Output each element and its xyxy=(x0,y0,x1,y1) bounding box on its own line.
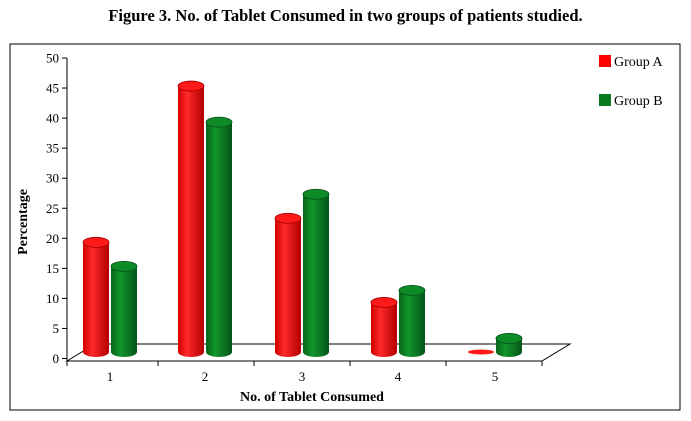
x-tick-label: 1 xyxy=(107,369,114,384)
legend-swatch-group-b xyxy=(599,94,611,106)
bar-body xyxy=(111,266,137,357)
y-tick-label: 20 xyxy=(46,231,59,246)
bar-body xyxy=(206,122,232,357)
x-tick-label: 5 xyxy=(492,369,499,384)
bar-group-a-4 xyxy=(370,296,398,357)
y-tick-label: 35 xyxy=(46,141,59,156)
bar-top xyxy=(302,188,330,200)
x-tick-label: 2 xyxy=(202,369,209,384)
bar-group-b-2 xyxy=(205,116,233,357)
bar-group-a-3 xyxy=(274,212,302,357)
y-tick-label: 40 xyxy=(46,111,59,126)
legend-label-group-b: Group B xyxy=(614,94,663,109)
y-tick-label: 25 xyxy=(46,201,59,216)
chart-title: Figure 3. No. of Tablet Consumed in two … xyxy=(108,6,583,25)
bar-top xyxy=(495,333,523,344)
y-tick-label: 45 xyxy=(46,81,59,96)
legend-label-group-a: Group A xyxy=(614,55,664,70)
y-tick-label: 0 xyxy=(53,351,60,366)
chart-frame xyxy=(9,43,681,411)
bar-top xyxy=(82,236,110,248)
bar-body xyxy=(83,242,109,357)
bar-body xyxy=(399,290,425,357)
bar-group-a-1 xyxy=(82,236,110,357)
y-tick-label: 30 xyxy=(46,171,59,186)
bar-group-b-1 xyxy=(110,260,138,357)
bar-group-b-5 xyxy=(495,333,523,357)
bar-top xyxy=(110,260,138,272)
bar-flat-disc xyxy=(468,349,494,355)
bar-group-a-2 xyxy=(177,80,205,357)
bar-body xyxy=(178,86,204,357)
x-axis-title: No. of Tablet Consumed xyxy=(240,390,384,405)
x-tick-label: 3 xyxy=(299,369,306,384)
bar-body xyxy=(275,218,301,357)
bar-group-a-5 xyxy=(468,349,494,355)
bar-top xyxy=(274,212,302,224)
bar-top xyxy=(177,80,205,92)
bar-top xyxy=(370,296,398,308)
bar-top xyxy=(398,284,426,296)
y-tick-label: 50 xyxy=(46,51,59,66)
bar-body xyxy=(303,194,329,357)
bar-group-b-4 xyxy=(398,284,426,357)
y-axis-title: Percentage xyxy=(16,189,31,255)
y-tick-label: 15 xyxy=(46,261,59,276)
y-tick-label: 5 xyxy=(53,321,60,336)
legend-swatch-group-a xyxy=(599,55,611,67)
x-tick-label: 4 xyxy=(395,369,402,384)
bar-group-b-3 xyxy=(302,188,330,357)
bar-top xyxy=(205,116,233,128)
bar-body xyxy=(371,302,397,357)
y-tick-label: 10 xyxy=(46,291,59,306)
